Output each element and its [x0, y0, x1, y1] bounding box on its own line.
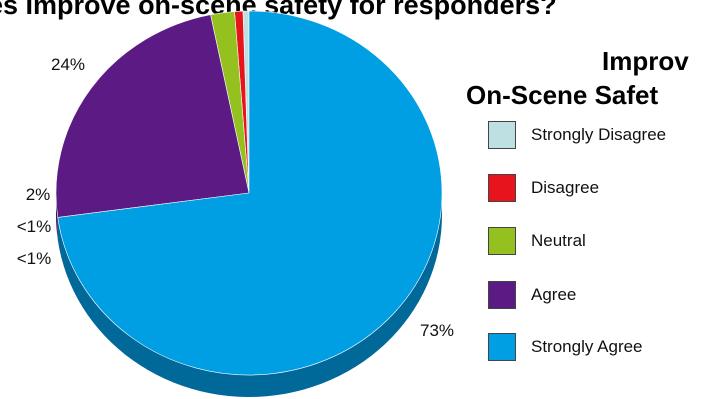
data-label-strongly-agree: 73%: [420, 321, 454, 340]
legend-title: Improv On-Scene Safet: [466, 44, 706, 112]
pie-3d-sides: [56, 193, 442, 397]
legend-label-neutral: Neutral: [531, 231, 586, 250]
data-label-disagree: <1%: [17, 217, 52, 236]
legend-swatch-neutral: [488, 227, 516, 255]
legend-swatch-strongly-disagree: [488, 121, 516, 149]
legend-label-strongly-disagree: Strongly Disagree: [531, 125, 667, 144]
pie-side-agree: [56, 193, 58, 240]
data-label-agree: 24%: [51, 55, 85, 74]
pie-slice-strongly-agree: [57, 10, 443, 376]
pie-slice-agree: [55, 14, 250, 218]
legend-label-disagree: Disagree: [531, 178, 600, 197]
pie-slices: [55, 10, 443, 376]
legend-title-line-1: Improv: [602, 46, 689, 76]
legend-swatch-strongly-agree: [488, 333, 516, 361]
page-title: es Improve on-scene safety for responder…: [0, 0, 557, 20]
data-label-neutral: 2%: [26, 185, 51, 204]
legend-swatch-disagree: [488, 174, 516, 202]
pie-data-labels: <1% <1% 2% 24% 73%: [17, 55, 454, 340]
legend-title-line-2: On-Scene Safet: [466, 80, 659, 110]
legend-label-agree: Agree: [531, 285, 577, 304]
data-label-strongly-disagree: <1%: [17, 249, 52, 268]
legend-label-strongly-agree: Strongly Agree: [531, 337, 643, 356]
legend-swatch-agree: [488, 281, 516, 309]
